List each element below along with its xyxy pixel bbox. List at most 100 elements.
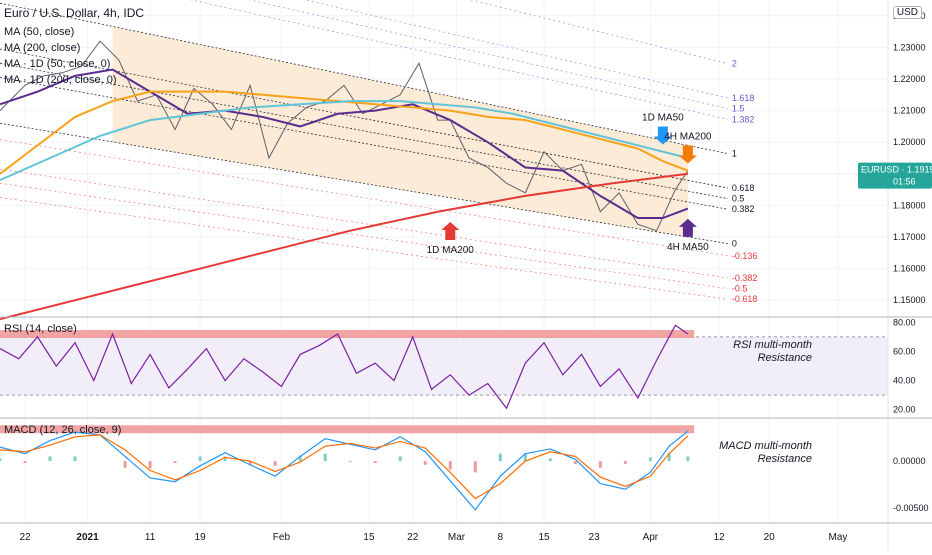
resistance-bar — [0, 330, 695, 339]
histogram-bar — [686, 456, 690, 462]
resistance-bar — [0, 425, 695, 434]
histogram-bar — [598, 461, 602, 468]
histogram-bar — [198, 456, 202, 462]
series-eurusd — [0, 40, 689, 232]
histogram-bar — [123, 461, 127, 468]
y-tick-label: 1.23000 — [893, 42, 926, 52]
channel-fill — [112, 26, 688, 237]
series-signal — [0, 434, 689, 500]
x-tick-label: Feb — [273, 532, 291, 543]
y-tick-label: 40.00 — [893, 376, 916, 386]
resistance-annotation: Resistance — [758, 453, 812, 465]
series-4h-ma200 — [0, 90, 689, 175]
series-macd — [0, 430, 689, 511]
histogram-bar — [573, 461, 577, 464]
channel-level-label: 1 — [732, 149, 737, 159]
histogram-bar — [73, 456, 77, 462]
legend-ma50[interactable]: MA (50, close) — [4, 26, 75, 38]
histogram-bar — [273, 461, 277, 466]
histogram-bar — [323, 453, 327, 462]
chart-title: Euro / U.S. Dollar, 4h, IDC — [4, 6, 145, 20]
histogram-bar — [623, 461, 627, 464]
histogram-bar — [248, 461, 252, 465]
channel-level-label: 1.382 — [732, 114, 755, 124]
y-tick-label: 1.20000 — [893, 137, 926, 147]
price-tag-countdown: 01:56 — [893, 177, 916, 187]
histogram-bar — [148, 461, 152, 469]
annotations: 1D MA50 4H MA200 1D MA200 4H MA50 — [427, 113, 712, 257]
annotation-arrow — [653, 126, 672, 145]
channel-level-label: 2 — [732, 59, 737, 69]
x-tick-label: 23 — [589, 532, 601, 543]
histogram-bar — [23, 461, 27, 464]
annotation-label: 1D MA50 — [642, 113, 684, 124]
histogram-bar — [548, 458, 552, 462]
annotation-label: 4H MA50 — [667, 242, 709, 253]
channel-level-label: 0.618 — [732, 183, 755, 193]
resistance-annotation: RSI multi-month — [733, 339, 812, 351]
channel-level-label: 0.5 — [732, 194, 745, 204]
histogram-bar — [498, 453, 502, 462]
histogram-bar — [0, 458, 2, 462]
channel-level-line — [0, 122, 728, 245]
histogram-bar — [423, 461, 427, 465]
annotation-arrow — [678, 145, 697, 164]
channel-level-label: 1.618 — [732, 93, 755, 103]
histogram-bar — [348, 461, 352, 463]
rsi-panel: 80.00 60.00 40.00 20.00 RSI (14, close) RSI m… — [0, 317, 916, 415]
histogram-bar — [473, 461, 477, 473]
y-tick-label: 1.17000 — [893, 232, 926, 242]
price-tag: EURUSD · 1.19192 01:56 — [858, 162, 932, 189]
price-tag-box — [858, 162, 932, 189]
channel-level-label: 1.5 — [732, 104, 745, 114]
x-tick-label: 12 — [714, 532, 726, 543]
histogram-bar — [298, 455, 302, 462]
histogram-bar — [523, 453, 527, 462]
histogram-bar — [398, 456, 402, 462]
panel-title: MACD (12, 26, close, 9) — [4, 424, 121, 436]
series-1d-ma50 — [0, 100, 689, 182]
histogram-bar — [667, 453, 671, 462]
histogram-bar — [448, 461, 452, 470]
series-rsi — [0, 324, 689, 410]
channel-level-label: 0 — [732, 239, 737, 249]
x-tick-label: 15 — [363, 532, 375, 543]
annotation-label: 4H MA200 — [664, 131, 712, 142]
currency-badge[interactable]: USD — [892, 6, 922, 19]
channel-level-label: -0.382 — [732, 273, 758, 283]
price-series — [0, 40, 689, 321]
x-tick-label: 15 — [538, 532, 550, 543]
annotation-label: 1D MA200 — [427, 245, 475, 256]
channel-level-line — [0, 48, 728, 189]
x-tick-label: 20 — [764, 532, 776, 543]
series-4h-ma50 — [0, 68, 689, 220]
y-tick-label: 1.15000 — [893, 295, 926, 305]
histogram-bar — [223, 456, 227, 462]
y-tick-label: -0.00500 — [893, 503, 929, 513]
price-tag-value: EURUSD · 1.19192 — [861, 165, 932, 175]
channel-level-line — [0, 76, 728, 210]
panel-title: RSI (14, close) — [4, 323, 77, 335]
y-tick-label: 1.21000 — [893, 106, 926, 116]
legend-1d-ma50[interactable]: MA · 1D (50, close, 0) — [4, 58, 111, 70]
histogram-bar — [648, 457, 652, 462]
histogram-bar — [373, 461, 377, 464]
histogram-bar — [173, 461, 177, 464]
legend-ma200[interactable]: MA (200, close) — [4, 42, 81, 54]
y-tick-label: 1.16000 — [893, 264, 926, 274]
resistance-annotation: Resistance — [758, 352, 812, 364]
y-tick-label: 20.00 — [893, 405, 916, 415]
y-tick-label: 80.00 — [893, 317, 916, 327]
rsi-band — [0, 336, 888, 396]
legend-1d-ma200[interactable]: MA · 1D (200, close, 0) — [4, 74, 117, 86]
y-tick-label: 1.22000 — [893, 74, 926, 84]
channel-level-line — [190, 0, 728, 120]
series-1d-ma200 — [0, 172, 689, 321]
channel-level-label: -0.136 — [732, 251, 758, 261]
macd-panel: 0.00000 -0.00500 MACD (12, 26, close, 9) MA… — [0, 424, 929, 513]
channel-level-label: -0.618 — [732, 294, 758, 304]
y-tick-label: 0.00000 — [893, 456, 926, 466]
